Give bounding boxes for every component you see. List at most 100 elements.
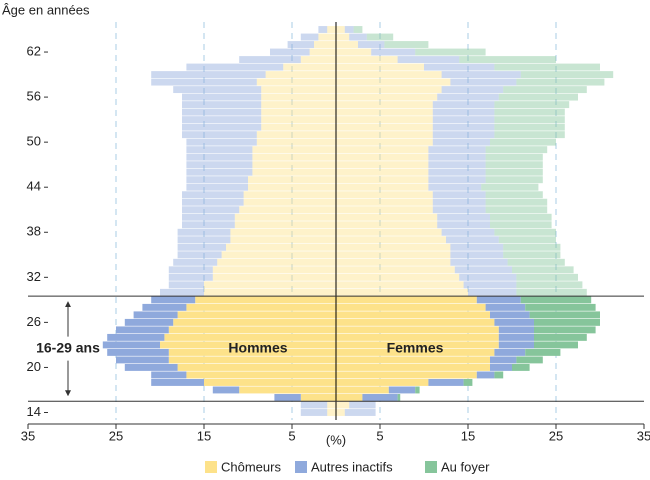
bar-segment [182, 93, 262, 101]
bar-segment [459, 56, 556, 64]
bar-segment [344, 26, 354, 33]
x-tick-label: 5 [288, 428, 295, 443]
bar-segment [168, 348, 336, 356]
bar-segment [336, 333, 499, 341]
y-tick-label: 26 [27, 314, 41, 329]
bar-segment [243, 191, 336, 199]
bar-segment [168, 266, 213, 274]
bar-segment [261, 101, 336, 109]
bar-segment [353, 26, 363, 33]
bar-segment [366, 33, 394, 41]
bar-segment [270, 48, 310, 56]
bar-segment [256, 138, 336, 146]
x-tick-label: 5 [376, 428, 383, 443]
bar-segment [151, 371, 187, 379]
bar-segment [525, 348, 561, 356]
bar-segment [300, 56, 336, 64]
bar-segment [133, 311, 178, 319]
bar-segment [485, 303, 526, 311]
bar-segment [384, 41, 429, 48]
bar-segment [498, 333, 534, 341]
x-tick-label: 25 [109, 428, 123, 443]
bar-segment [432, 123, 495, 131]
bar-segment [107, 348, 169, 356]
bar-segment [485, 161, 543, 169]
bar-segment [204, 281, 336, 289]
bar-segment [142, 303, 187, 311]
x-tick-label: 35 [21, 428, 35, 443]
bar-segment [265, 71, 336, 79]
bar-segment [336, 318, 495, 326]
x-tick-label: 15 [197, 428, 211, 443]
y-tick-label: 56 [27, 89, 41, 104]
bar-segment [204, 288, 336, 296]
x-tick-label: 35 [637, 428, 650, 443]
y-tick-label: 32 [27, 269, 41, 284]
bar-segment [300, 394, 336, 401]
bar-segment [349, 33, 367, 41]
bar-segment [336, 26, 345, 33]
bar-segment [177, 251, 222, 259]
bar-segment [336, 363, 490, 371]
bar-segment [336, 378, 429, 386]
bar-segment [336, 101, 433, 109]
bar-segment [102, 341, 160, 349]
bar-segment [485, 191, 543, 199]
bar-segment [336, 288, 468, 296]
bar-segment [212, 273, 336, 281]
bar-segment [327, 401, 336, 409]
bar-segment [525, 303, 596, 311]
bar-segment [221, 251, 336, 259]
bar-segment [441, 86, 504, 94]
bar-segment [490, 213, 552, 221]
bar-segment [182, 206, 240, 214]
bar-segment [182, 131, 257, 139]
bar-segment [336, 183, 429, 191]
bar-segment [336, 48, 372, 56]
bar-segment [243, 198, 336, 206]
bar-segment [336, 341, 499, 349]
bar-segment [252, 146, 336, 154]
bar-segment [248, 183, 336, 191]
x-axis-label: (%) [326, 432, 346, 447]
bar-segment [168, 281, 204, 289]
bar-segment [534, 326, 596, 334]
bar-segment [397, 394, 401, 401]
bar-segment [274, 394, 301, 401]
bar-segment [182, 123, 262, 131]
bar-segment [186, 161, 253, 169]
bar-segment [415, 386, 420, 394]
bar-segment [177, 363, 336, 371]
bar-segment [336, 176, 429, 184]
bar-segment [520, 71, 614, 79]
bar-segment [498, 326, 534, 334]
bar-segment [300, 409, 328, 416]
bar-segment [186, 63, 284, 71]
bar-segment [336, 221, 438, 229]
bar-segment [182, 221, 235, 229]
bar-segment [336, 153, 429, 161]
y-tick-label: 50 [27, 134, 41, 149]
bar-segment [476, 296, 521, 304]
bar-segment [336, 409, 345, 416]
bar-segment [336, 356, 490, 364]
bar-segment [124, 318, 174, 326]
bar-segment [512, 266, 574, 274]
bar-segment [186, 176, 248, 184]
bar-segment [336, 326, 499, 334]
bar-segment [261, 116, 336, 124]
bar-segment [336, 41, 358, 48]
legend-swatch [295, 461, 307, 473]
bar-segment [309, 48, 336, 56]
bar-segment [248, 176, 336, 184]
bar-segment [160, 341, 336, 349]
bar-segment [490, 363, 512, 371]
bar-segment [481, 183, 539, 191]
bar-segment [336, 116, 433, 124]
bar-segment [388, 386, 416, 394]
bar-segment [463, 378, 473, 386]
bar-segment [441, 71, 521, 79]
bar-segment [432, 191, 486, 199]
bar-segment [226, 243, 336, 251]
